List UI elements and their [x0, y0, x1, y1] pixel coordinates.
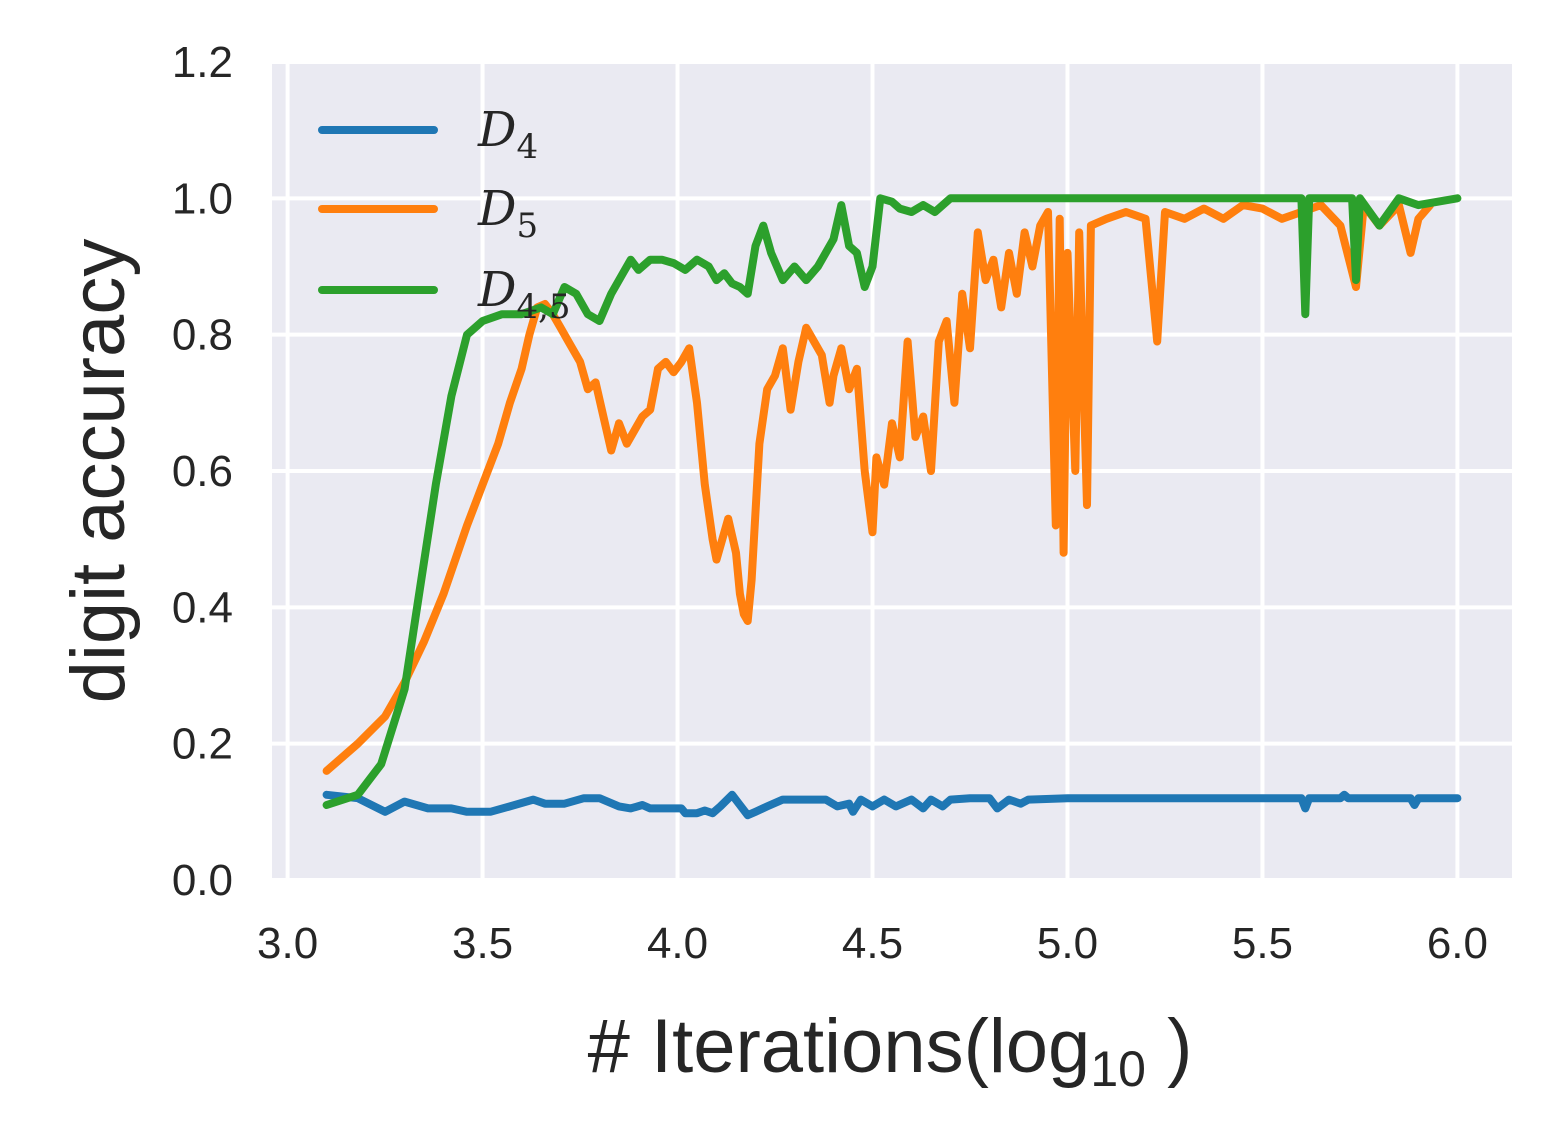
y-axis-title: digit accuracy [56, 239, 141, 704]
y-tick-label-2: 0.4 [172, 583, 233, 632]
x-axis-title-subscript: 10 [1090, 1041, 1146, 1097]
legend-label-2: D5 [477, 181, 538, 246]
legend-label-main-3: D [477, 262, 516, 318]
x-axis-title-end: ) [1146, 1004, 1192, 1089]
x-axis-title-main: # Iterations(log [588, 1004, 1091, 1089]
x-tick-label-4: 5.0 [1037, 919, 1098, 968]
series-line-1 [322, 790, 1462, 820]
legend-label-subscript-1: 4 [516, 127, 538, 167]
legend-label-main-2: D [477, 181, 516, 237]
x-axis-title: # Iterations(log10 ) [588, 1004, 1193, 1097]
x-tick-labels: 3.0 3.5 4.0 4.5 5.0 5.5 6.0 [257, 919, 1488, 968]
legend-label-subscript-2: 5 [516, 206, 538, 246]
y-tick-label-6: 1.2 [172, 38, 233, 87]
y-tick-label-4: 0.8 [172, 311, 233, 360]
x-tick-label-3: 4.5 [842, 919, 903, 968]
y-tick-labels: 0.0 0.2 0.4 0.6 0.8 1.0 1.2 [172, 38, 233, 905]
x-tick-label-0: 3.0 [257, 919, 318, 968]
series-line-2 [322, 201, 1435, 775]
legend-label-subscript-3: 4,5 [516, 287, 570, 327]
legend-label-3: D4,5 [477, 262, 571, 327]
series-line-3 [322, 194, 1462, 809]
x-tick-label-5: 5.5 [1232, 919, 1293, 968]
y-tick-label-5: 1.0 [172, 174, 233, 223]
series-layer [322, 194, 1462, 820]
y-tick-label-1: 0.2 [172, 720, 233, 769]
legend-label-1: D4 [477, 102, 538, 167]
x-tick-label-6: 6.0 [1427, 919, 1488, 968]
x-tick-label-2: 4.0 [647, 919, 708, 968]
y-tick-label-3: 0.6 [172, 447, 233, 496]
y-tick-label-0: 0.0 [172, 856, 233, 905]
x-tick-label-1: 3.5 [452, 919, 513, 968]
legend-label-main-1: D [477, 102, 516, 158]
grid [272, 60, 1512, 882]
